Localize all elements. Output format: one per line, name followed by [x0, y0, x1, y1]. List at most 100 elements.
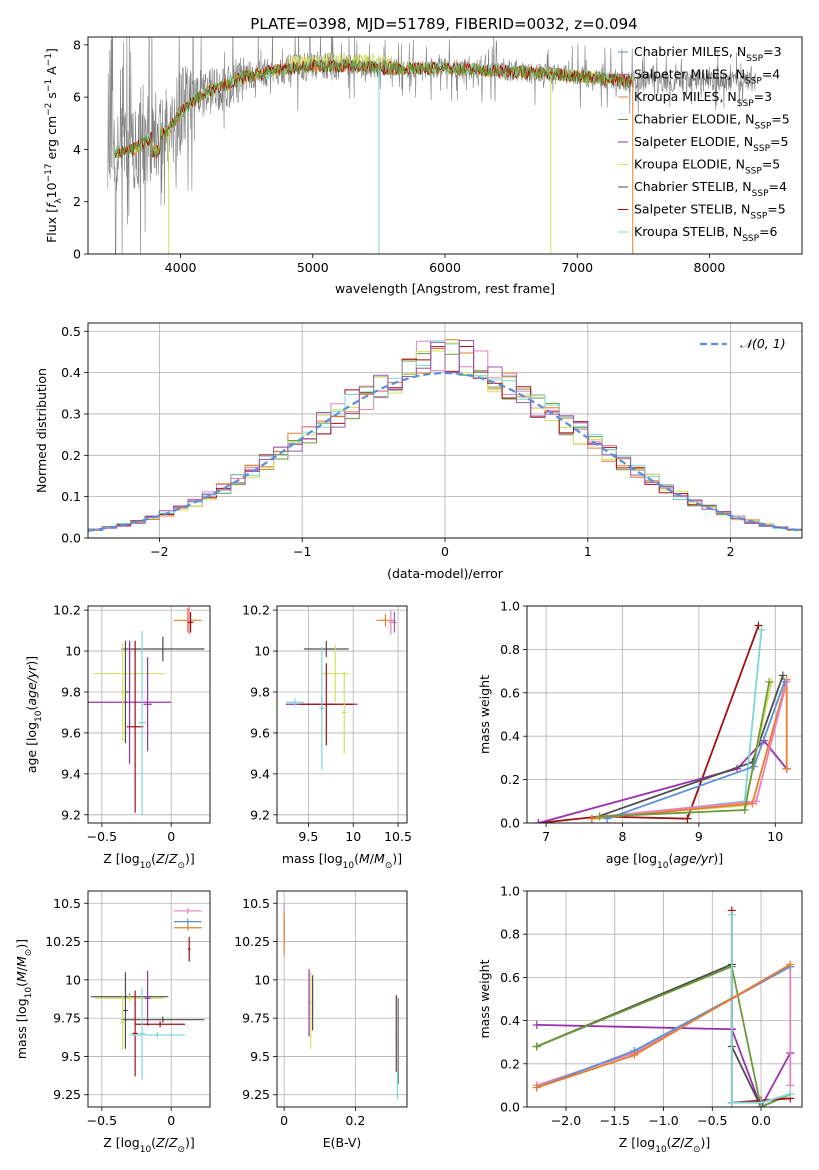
- axes-frame: [87, 890, 211, 1108]
- errorbar-point: [173, 924, 202, 931]
- weight-marker: [782, 764, 791, 773]
- legend-entry: Salpeter ELODIE, NSSP=5: [634, 134, 788, 154]
- axis-label: age [log10(age/yr)]: [24, 656, 44, 773]
- y-tick-label: 0: [73, 247, 81, 262]
- axis-label-part: Z [log: [103, 851, 139, 866]
- weight-marker: [786, 1090, 795, 1099]
- x-tick-label: 8: [619, 829, 627, 844]
- errorbar-point: [88, 640, 172, 764]
- y-tick-label: 9.4: [250, 766, 270, 781]
- x-tick-label: 9.5: [298, 829, 318, 844]
- axes-frame: [526, 605, 803, 824]
- axis-label-part: −1: [44, 53, 54, 66]
- errorbar-point: [94, 995, 165, 1002]
- y-tick-label: 1.0: [500, 599, 520, 614]
- axis-label-part: −17: [44, 163, 54, 182]
- errorbar-point: [139, 987, 145, 1080]
- y-tick-label: 0.0: [61, 531, 81, 546]
- spectrum-lines: [107, 37, 756, 254]
- errorbars: [88, 606, 205, 815]
- y-tick-label: 9.6: [250, 725, 270, 740]
- axis-label-part: (: [354, 851, 359, 866]
- axis-label-part: SSP: [752, 189, 769, 199]
- axis-label: Z [log10(Z/Z⊙)]: [619, 1135, 711, 1155]
- errorbar-point: [121, 636, 205, 662]
- legend-entry: Kroupa MILES, NSSP=3: [634, 89, 772, 109]
- weight-series: [591, 629, 763, 820]
- weight-marker: [740, 805, 749, 814]
- axis-label-part: Z: [671, 1135, 681, 1150]
- axis-label: E(B-V): [323, 1135, 362, 1150]
- errorbar-point: [173, 918, 202, 925]
- axis-label-part: Chabrier ELODIE, N: [634, 112, 754, 127]
- residuals-ylabel: Normed distribution: [34, 368, 49, 493]
- x-tick-label: 0: [167, 829, 175, 844]
- axis-label-part: mass [log: [14, 998, 29, 1059]
- y-tick-label: 0.2: [500, 772, 520, 787]
- weight-series: [591, 679, 788, 820]
- axis-label-part: s: [44, 92, 59, 103]
- axis-label: age [log10(age/yr)]: [606, 851, 723, 871]
- axis-label: Z [log10(Z/Z⊙)]: [103, 1135, 195, 1155]
- y-tick-label: 10.2: [242, 603, 270, 618]
- x-tick-label: 10.5: [384, 829, 412, 844]
- axis-label-part: 10: [343, 861, 355, 871]
- weight-marker: [630, 1051, 639, 1060]
- y-tick-label: 10: [254, 972, 270, 987]
- axes-frame: [87, 605, 211, 824]
- axis-label-part: Z: [155, 851, 165, 866]
- axis-label: mass weight: [477, 959, 492, 1038]
- axis-label-part: (: [667, 1135, 672, 1150]
- y-tick-label: 1.0: [500, 884, 520, 899]
- y-tick-label: 4: [73, 142, 81, 157]
- y-tick-label: 0.4: [500, 729, 520, 744]
- y-tick-label: 0.8: [500, 927, 520, 942]
- axis-label-part: ⊙: [177, 861, 185, 871]
- spectrum-panel: 4000 5000 6000 7000 8000 0 2 4 6 8 wavelength [Ang…: [44, 36, 803, 296]
- axis-label-part: 10: [140, 861, 152, 871]
- errorbar-point: [135, 1021, 186, 1028]
- weight-marker: [780, 677, 789, 686]
- axis-label-part: f: [44, 202, 59, 208]
- axis-label-part: /: [165, 851, 170, 866]
- massweight-vs-Z-panel: −2.0 −1.5 −1.0 −0.5 0.0 0.0 0.2 0.4 0.6 0.8 1.0 Z […: [477, 884, 803, 1155]
- x-tick-label: −0.5: [697, 1113, 727, 1128]
- errorbar-point: [311, 975, 314, 1031]
- y-tick-label: 0.1: [61, 489, 81, 504]
- errorbar-point: [121, 1016, 205, 1023]
- axis-label-part: =3: [763, 44, 781, 59]
- axis-label: mass weight: [477, 675, 492, 754]
- x-tick-label: −1.5: [600, 1113, 630, 1128]
- axes-frame: [526, 890, 803, 1108]
- weight-marker: [757, 1098, 766, 1107]
- residuals-xlabel: (data-model)/error: [387, 566, 504, 581]
- x-tick-label: 8000: [694, 260, 726, 275]
- axis-label-part: Z [log: [619, 1135, 655, 1150]
- axis-label-part: )]: [185, 1135, 195, 1150]
- y-tick-label: 0.4: [61, 365, 81, 380]
- errorbar-point: [132, 990, 138, 1077]
- axis-label-part: ⊙: [693, 1145, 701, 1155]
- errorbar-point: [173, 907, 202, 914]
- errorbar-point: [143, 657, 152, 752]
- weight-marker: [727, 910, 736, 919]
- weight-lines: [534, 621, 791, 823]
- y-tick-label: 10.5: [53, 896, 81, 911]
- axis-label-part: (: [14, 982, 29, 987]
- axis-label-part: (: [151, 1135, 156, 1150]
- y-tick-label: 8: [73, 37, 81, 52]
- axis-label-part: M: [14, 956, 29, 967]
- x-tick-label: −0.5: [87, 829, 117, 844]
- axes-frame: [276, 605, 408, 824]
- x-tick-label: 0: [167, 1113, 175, 1128]
- x-tick-label: 10: [345, 829, 361, 844]
- axis-label: mass [log10(M/M⊙)]: [14, 939, 34, 1059]
- errorbar-point: [319, 646, 325, 770]
- axis-label-part: Salpeter MILES, N: [634, 67, 745, 82]
- x-tick-label: −0.5: [87, 1113, 117, 1128]
- weight-marker: [683, 814, 692, 823]
